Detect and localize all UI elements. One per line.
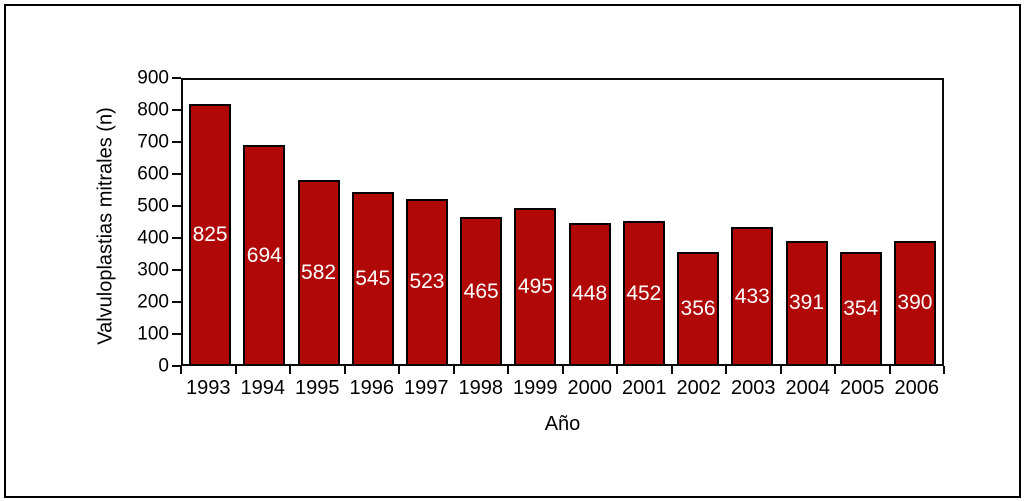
y-tick-label: 100 [137,323,169,345]
y-tick-mark [172,269,181,271]
x-tick-mark [725,366,727,374]
x-axis-title: Año [544,413,581,435]
bar-slot: 354 [834,80,888,364]
bar-slot: 694 [237,80,291,364]
bar-slot: 545 [346,80,400,364]
bar-slot: 825 [183,80,237,364]
x-tick-label-2000: 2000 [567,377,613,399]
y-tick-label: 500 [137,195,169,217]
x-tick-label-1998: 1998 [458,377,504,399]
x-tick-mark [943,366,945,374]
x-tick-label-2004: 2004 [785,377,831,399]
bar-value-label: 390 [897,291,933,315]
bar-2002: 356 [677,251,720,364]
x-tick-mark [507,366,509,374]
y-tick-mark [172,173,181,175]
x-tick-mark [834,366,836,374]
x-tick-mark [888,366,891,374]
bar-value-label: 495 [517,274,553,298]
y-tick-mark [172,333,181,335]
x-tick-mark [234,366,237,374]
bar-value-label: 354 [843,297,879,321]
x-tick-label-1993: 1993 [186,377,231,399]
bar-1999: 495 [514,207,557,364]
bar-value-label: 465 [463,279,499,303]
bar-2006: 390 [893,240,936,364]
y-tick-label: 900 [137,67,169,89]
bar-slot: 452 [617,80,671,364]
bar-2003: 433 [731,227,774,364]
y-tick-label: 700 [137,131,169,153]
plot-area: 825 694 582 545 523 465 495 448 452 356 433 391 354 3… [181,78,944,366]
bar-1993: 825 [189,103,232,364]
x-tick-label-1999: 1999 [513,377,558,399]
x-tick-mark [779,366,782,374]
y-tick-label: 800 [137,99,169,121]
bar-1997: 523 [405,198,448,364]
bar-1995: 582 [297,180,340,364]
x-tick-label-1995: 1995 [295,377,340,399]
y-tick-label: 400 [137,227,169,249]
y-tick-mark [172,365,181,367]
y-tick-mark [172,109,181,111]
x-axis-ticks [180,364,945,374]
bar-slot: 582 [291,80,345,364]
x-axis-labels: 1993 1994 1995 1996 1997 1998 1999 2000 2001 2002… [181,374,944,398]
x-tick-label-2001: 2001 [622,377,667,399]
x-tick-mark [343,366,346,374]
bar-2005: 354 [839,252,882,364]
bar-slot: 448 [563,80,617,364]
y-tick-label: 200 [137,291,169,313]
y-tick-mark [172,237,181,239]
y-tick-label: 600 [137,163,169,185]
y-tick-mark [172,141,181,143]
x-tick-mark [398,366,400,374]
x-tick-mark [561,366,564,374]
y-tick-label: 300 [137,259,169,281]
y-tick-mark [172,77,181,79]
x-tick-label-2002: 2002 [676,377,721,399]
bar-1994: 694 [243,145,286,364]
y-axis: 0 100 200 300 400 500 600 700 800 900 [6,69,181,376]
bar-value-label: 523 [409,270,445,294]
bar-value-label: 582 [301,261,337,285]
bar-slot: 523 [400,80,454,364]
y-tick-mark [172,205,181,207]
bar-slot: 391 [779,80,833,364]
bar-1996: 545 [351,192,394,364]
bar-2004: 391 [785,240,828,364]
bar-slot: 465 [454,80,508,364]
y-tick-mark [172,301,181,303]
bar-slot: 433 [725,80,779,364]
bar-value-label: 452 [626,281,662,305]
y-tick-label: 0 [158,355,169,377]
x-tick-mark [452,366,455,374]
x-tick-label-2006: 2006 [894,377,940,399]
x-tick-mark [616,366,618,374]
bar-2001: 452 [622,221,665,364]
bar-slot: 356 [671,80,725,364]
x-tick-label-2005: 2005 [840,377,885,399]
bars-container: 825 694 582 545 523 465 495 448 452 356 433 391 354 3… [183,80,942,364]
bar-value-label: 391 [788,291,825,315]
bar-value-label: 545 [355,267,391,291]
figure-frame: Valvuloplastias mitrales (n) 0 100 200 300 4… [4,4,1021,498]
bar-1998: 465 [460,217,503,364]
bar-2000: 448 [568,222,611,364]
x-tick-mark [670,366,673,374]
bar-slot: 390 [888,80,942,364]
x-tick-label-1997: 1997 [404,377,449,399]
x-tick-label-1994: 1994 [240,377,286,399]
bar-value-label: 433 [734,284,770,308]
x-tick-label-2003: 2003 [731,377,776,399]
x-tick-mark [289,366,291,374]
x-tick-label-1996: 1996 [349,377,395,399]
bar-slot: 495 [508,80,562,364]
bar-value-label: 448 [572,282,608,306]
bar-value-label: 825 [192,222,228,246]
bar-value-label: 356 [680,296,716,320]
bar-value-label: 694 [246,243,282,267]
x-tick-mark [180,366,182,374]
